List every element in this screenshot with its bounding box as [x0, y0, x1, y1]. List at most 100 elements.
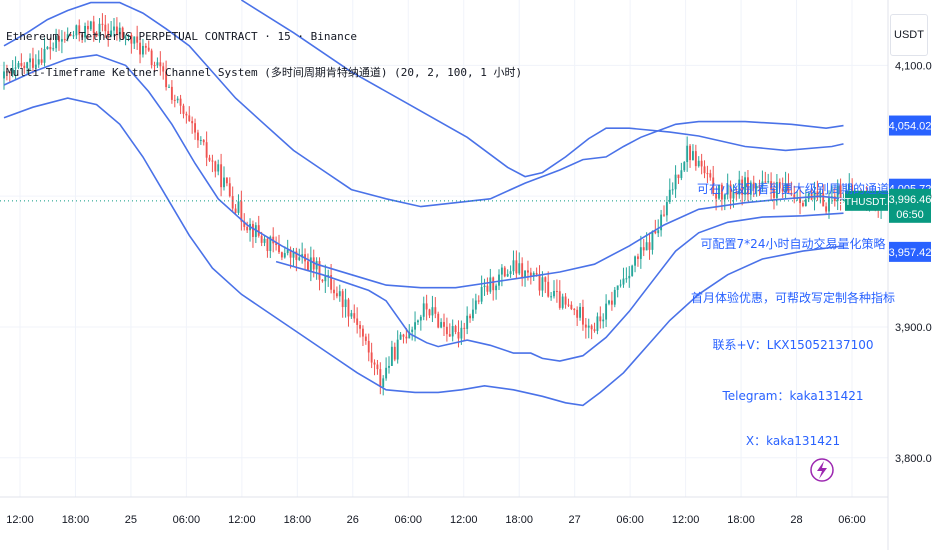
y-tick-label: 3,800.00	[895, 453, 932, 465]
candle-body	[295, 251, 298, 260]
candle-body	[370, 352, 373, 363]
candle-body	[573, 309, 576, 311]
x-tick-label: 25	[125, 514, 137, 526]
candle-body	[153, 65, 156, 67]
annotation-line: 联系+V：LKX15052137100	[712, 338, 874, 352]
keltner-bands	[3, 0, 844, 407]
candle-body	[136, 36, 139, 43]
x-tick-label: 06:00	[616, 514, 644, 526]
candle-body	[784, 183, 787, 192]
x-tick-label: 18:00	[505, 514, 533, 526]
x-tick-label: 12:00	[672, 514, 700, 526]
candle-body	[225, 177, 228, 184]
candle-body	[570, 304, 573, 310]
candle-body	[330, 275, 333, 290]
candle-body	[266, 238, 269, 251]
currency-button[interactable]: USDT	[890, 14, 928, 56]
candle-body	[367, 340, 370, 353]
candle-body	[286, 249, 289, 254]
x-tick-label: 26	[347, 514, 359, 526]
x-tick-label: 06:00	[173, 514, 201, 526]
candle-body	[703, 166, 706, 174]
candle-body	[443, 322, 445, 327]
candle-body	[686, 145, 689, 163]
candle-body	[130, 34, 133, 44]
candle-body	[37, 59, 40, 65]
candle-body	[75, 25, 78, 36]
candle-body	[738, 179, 741, 195]
candle-body	[214, 161, 217, 172]
candle-body	[593, 329, 596, 331]
candle-body	[851, 184, 854, 196]
candle-body	[399, 334, 402, 340]
candle-body	[674, 174, 677, 190]
candle-body	[509, 271, 512, 275]
candle-body	[417, 320, 419, 323]
candle-body	[208, 157, 211, 161]
candle-body	[842, 198, 845, 201]
candle-body	[489, 277, 492, 292]
candle-body	[168, 86, 170, 88]
candle-body	[402, 334, 405, 337]
candle-body	[324, 276, 327, 282]
symbol-title[interactable]: Ethereum / TetherUS PERPETUAL CONTRACT ·…	[6, 30, 357, 43]
candle-body	[382, 378, 385, 387]
candle-body	[422, 303, 425, 317]
candle-body	[561, 296, 564, 308]
candle-body	[307, 261, 309, 272]
candle-body	[567, 304, 570, 306]
candle-body	[579, 306, 581, 318]
candle-body	[425, 303, 428, 310]
candle-body	[648, 242, 651, 250]
candle-body	[113, 26, 115, 31]
x-tick-label: 27	[569, 514, 581, 526]
candle-body	[373, 362, 376, 365]
candle-body	[197, 132, 199, 141]
time-scale[interactable]: 12:00 18:00 25 06:00 12:00 18:00 26 06:00 12:00 1…	[6, 514, 866, 526]
indicator-title[interactable]: Multi-Timeframe Keltner Channel System (…	[6, 66, 523, 79]
candle-body	[631, 265, 634, 276]
candle-body	[292, 251, 295, 258]
candle-body	[839, 185, 842, 201]
candle-body	[628, 275, 631, 279]
candle-body	[616, 285, 619, 290]
candle-body	[816, 191, 819, 198]
candle-body	[379, 369, 382, 387]
candle-body	[98, 23, 101, 37]
candle-body	[483, 285, 486, 288]
annotation-line: 可配置7*24小时自动交易量化策略	[700, 237, 886, 251]
candle-body	[613, 289, 616, 305]
candle-body	[434, 307, 437, 314]
candle-body	[466, 315, 469, 329]
candle-body	[159, 62, 162, 67]
candle-body	[202, 139, 205, 143]
candle-body	[127, 34, 130, 37]
candle-body	[697, 160, 700, 167]
candle-body	[46, 46, 49, 49]
candle-body	[440, 322, 443, 328]
candle-body	[718, 184, 720, 199]
candle-body	[124, 36, 127, 38]
candle-body	[596, 316, 599, 331]
candle-body	[194, 123, 196, 133]
x-tick-label: 12:00	[6, 514, 34, 526]
candle-body	[460, 327, 463, 339]
candle-body	[20, 63, 23, 66]
candle-body	[836, 185, 839, 202]
candle-body	[55, 35, 58, 49]
candle-body	[173, 99, 176, 101]
candle-body	[590, 325, 593, 330]
candle-body	[147, 47, 150, 51]
candle-body	[49, 46, 52, 50]
candle-body	[133, 36, 136, 44]
candle-body	[176, 98, 179, 101]
candle-body	[576, 309, 579, 318]
annotation-line: 首月体验优惠，可帮改写定制各种指标	[690, 291, 896, 305]
candle-body	[437, 313, 440, 328]
candle-body	[72, 35, 75, 37]
candle-body	[298, 257, 301, 260]
x-tick-label: 06:00	[838, 514, 866, 526]
candle-body	[445, 326, 448, 335]
lightning-icon[interactable]	[810, 458, 834, 482]
